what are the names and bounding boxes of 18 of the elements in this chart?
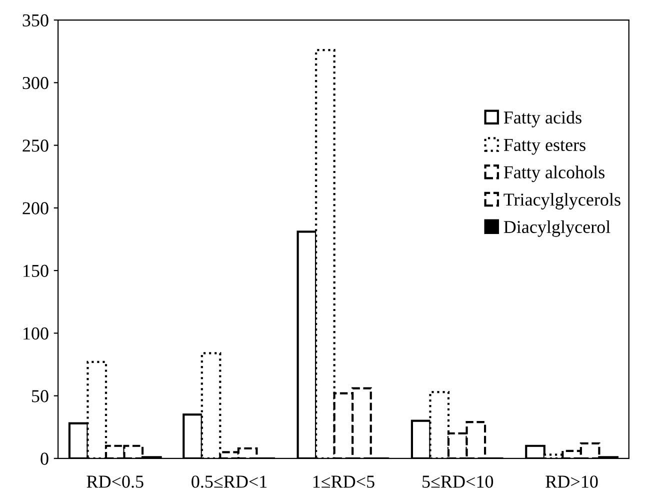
x-tick-label: RD>10 (546, 476, 598, 488)
y-tick-label: 250 (22, 140, 48, 152)
legend-label: Fatty acids (504, 110, 582, 128)
y-tick-label: 0 (40, 452, 48, 465)
legend-label: Diacylglycerol (504, 220, 610, 237)
y-tick-label: 350 (22, 14, 48, 26)
legend-label: Fatty alcohols (504, 166, 604, 182)
y-tick-label: 200 (22, 202, 48, 214)
x-tick-label: 1≤RD<5 (313, 476, 374, 488)
y-tick-label: 50 (32, 390, 48, 402)
y-tick-label: 150 (24, 264, 48, 277)
y-tick-label: 100 (24, 327, 48, 340)
x-tick-label: 0.5≤RD<1 (192, 476, 267, 488)
x-tick-label: RD<0.5 (86, 476, 144, 488)
x-tick-label: 5≤RD<10 (422, 476, 494, 488)
y-tick-label: 300 (22, 76, 48, 90)
legend-label: Fatty esters (504, 138, 586, 155)
legend-label: Triacylglycerols (504, 193, 620, 210)
